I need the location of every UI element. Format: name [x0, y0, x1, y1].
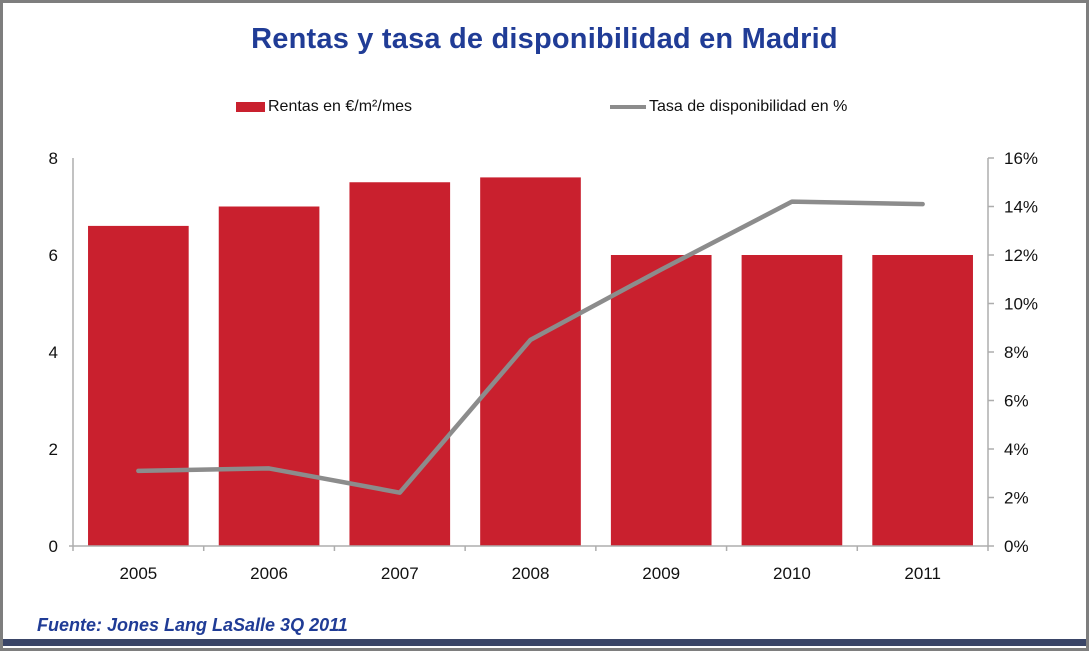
legend-item-tasa: Tasa de disponibilidad en % — [610, 95, 847, 119]
right-axis-tick: 16% — [1004, 149, 1038, 168]
rentas-bar-swatch-icon — [236, 102, 265, 112]
bar-2009 — [610, 255, 712, 546]
bar-2011 — [872, 255, 973, 546]
left-axis-tick: 4 — [49, 343, 58, 362]
bar-2010 — [741, 255, 843, 546]
right-axis-tick: 2% — [1004, 489, 1029, 508]
bar-2008 — [480, 177, 581, 546]
left-axis-tick: 8 — [49, 149, 58, 168]
x-axis-label-2010: 2010 — [773, 564, 811, 583]
legend-item-rentas: Rentas en €/m²/mes — [236, 95, 412, 119]
right-axis-tick: 6% — [1004, 392, 1029, 411]
x-axis-label-2005: 2005 — [119, 564, 157, 583]
chart-canvas: 0 2 4 6 8 0% 2% 4% 6% 8% 10% 12% 14% 16% 2005 2006 2007 2… — [49, 149, 1039, 583]
right-axis-tick: 10% — [1004, 295, 1038, 314]
source-note: Fuente: Jones Lang LaSalle 3Q 2011 — [37, 615, 348, 635]
x-axis-label-2011: 2011 — [904, 564, 941, 583]
tasa-line-swatch-icon — [610, 105, 646, 109]
left-axis-tick: 0 — [49, 537, 58, 556]
right-axis-tick: 4% — [1004, 440, 1029, 459]
right-axis-tick: 12% — [1004, 246, 1038, 265]
right-axis-tick: 8% — [1004, 343, 1029, 362]
right-axis-tick: 0% — [1004, 537, 1029, 556]
x-axis-label-2009: 2009 — [642, 564, 680, 583]
bar-2005 — [88, 225, 189, 546]
x-axis-label-2008: 2008 — [512, 564, 550, 583]
bar-2006 — [218, 206, 320, 546]
left-axis-tick: 2 — [49, 440, 58, 459]
x-axis-label-2006: 2006 — [250, 564, 288, 583]
availability-line — [136, 199, 925, 495]
legend-rentas-label: Rentas en €/m²/mes — [268, 98, 413, 115]
legend: Rentas en €/m²/mes Tasa de disponibilida… — [3, 95, 1086, 119]
left-axis-tick: 6 — [49, 246, 58, 265]
x-axis-label-2007: 2007 — [381, 564, 419, 583]
bottom-accent-bar — [3, 639, 1086, 646]
legend-tasa-label: Tasa de disponibilidad en % — [649, 98, 848, 115]
chart-title: Rentas y tasa de disponibilidad en Madri… — [251, 23, 838, 55]
right-axis-tick: 14% — [1004, 198, 1038, 217]
